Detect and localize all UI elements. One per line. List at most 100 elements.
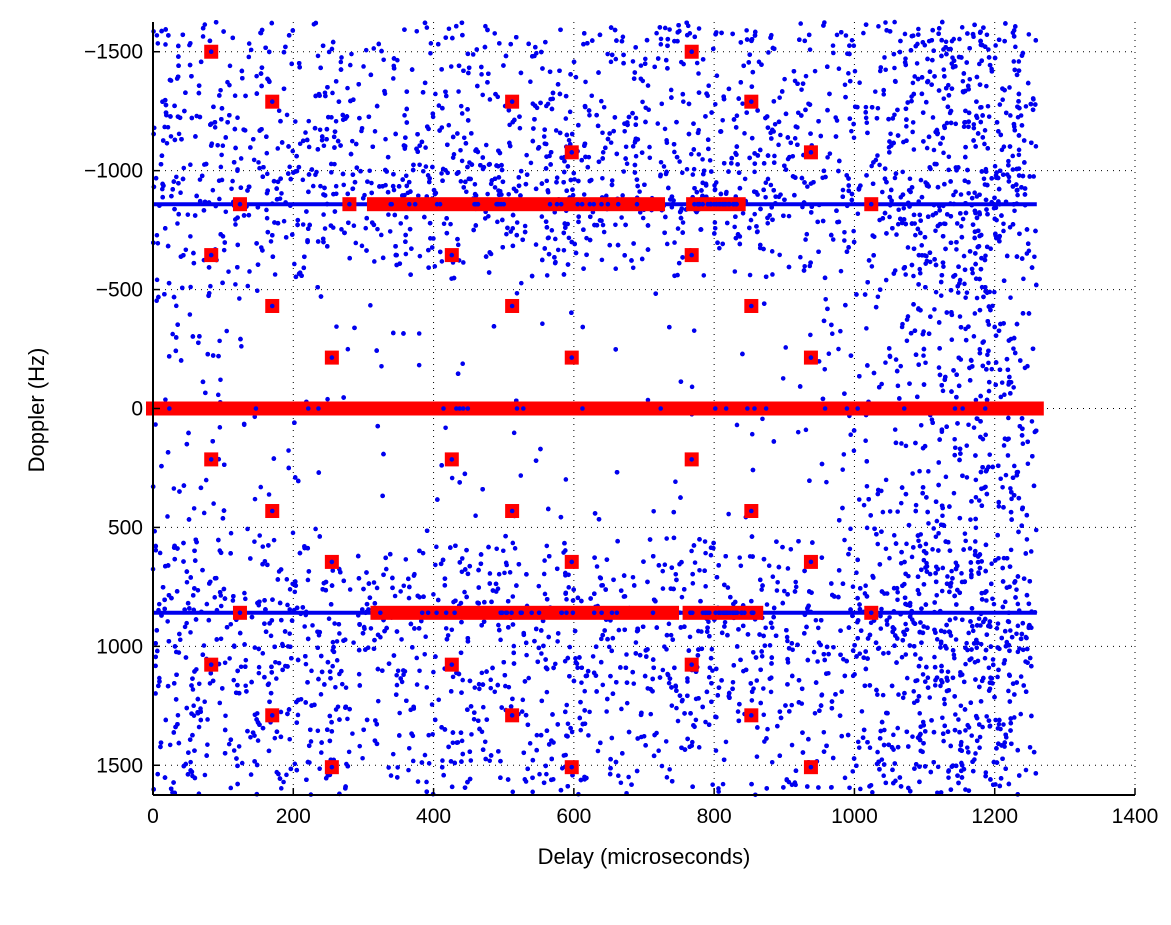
detection-point (663, 214, 668, 220)
detection-point (904, 541, 909, 547)
detection-point (752, 169, 757, 175)
detection-point (706, 146, 711, 152)
detection-point (171, 780, 176, 785)
detection-point (910, 471, 915, 476)
detection-point (963, 661, 968, 667)
detection-point (192, 775, 198, 781)
detection-point (558, 27, 563, 33)
detection-point (857, 606, 863, 612)
detection-point (755, 229, 760, 234)
detection-point (279, 191, 284, 196)
detection-point (292, 761, 298, 767)
detection-point (961, 679, 967, 685)
detection-point (988, 581, 994, 587)
detection-point (1014, 321, 1020, 327)
detection-point (949, 337, 955, 343)
detection-point (332, 145, 337, 150)
detection-point (553, 128, 559, 133)
detection-point (564, 132, 570, 138)
detection-point (611, 577, 616, 583)
detection-point (949, 38, 955, 44)
detection-point (785, 566, 791, 571)
detection-point (538, 628, 544, 633)
detection-point (163, 42, 168, 47)
detection-point (350, 186, 355, 192)
detection-point (443, 626, 449, 631)
detection-point (492, 31, 498, 36)
detection-point (536, 645, 542, 651)
detection-point (325, 84, 330, 90)
detection-point (422, 20, 428, 26)
detection-point (895, 221, 901, 227)
detection-point (483, 254, 489, 259)
detection-point (415, 593, 421, 599)
detection-point (964, 475, 970, 480)
detection-point (1015, 601, 1021, 607)
detection-point (252, 759, 257, 764)
detection-point (780, 376, 786, 381)
detection-point (983, 484, 988, 490)
detection-point (498, 637, 503, 643)
detection-point (485, 191, 490, 197)
detection-point (882, 727, 887, 733)
detection-point (965, 31, 970, 36)
detection-point (978, 393, 983, 399)
detection-point (345, 191, 351, 197)
detection-point (821, 749, 827, 754)
detection-point (268, 690, 274, 696)
detection-point (1031, 174, 1037, 179)
detection-point (892, 112, 897, 118)
detection-point (256, 646, 262, 652)
detection-point (952, 452, 958, 458)
detection-point (913, 652, 918, 657)
detection-point (439, 171, 444, 176)
detection-point (954, 394, 959, 400)
detection-point (712, 187, 718, 192)
detection-point (1022, 192, 1028, 197)
detection-point (730, 679, 736, 685)
detection-point (349, 138, 355, 144)
detection-point (952, 445, 958, 451)
detection-point (863, 110, 869, 115)
detection-point (375, 698, 381, 704)
detection-point (171, 730, 177, 735)
detection-point (262, 621, 267, 626)
detection-point (899, 654, 905, 660)
detection-point (905, 100, 911, 105)
detection-point (990, 657, 996, 662)
detection-point (919, 194, 925, 200)
detection-point (1023, 767, 1029, 773)
detection-point (647, 144, 652, 150)
detection-point (936, 88, 942, 93)
detection-point (243, 596, 248, 602)
detection-point (924, 253, 929, 259)
detection-point (220, 516, 226, 521)
detection-point (605, 696, 610, 702)
detection-point (972, 208, 978, 214)
detection-point (740, 351, 745, 357)
detection-point (923, 284, 928, 290)
detection-point (495, 219, 500, 225)
detection-point (967, 378, 973, 383)
detection-point (744, 37, 750, 42)
detection-point (198, 485, 204, 491)
detection-point (770, 574, 776, 579)
detection-point (993, 43, 998, 48)
detection-point (936, 531, 941, 536)
detection-point (441, 221, 447, 227)
detection-point (222, 596, 228, 601)
detection-point (566, 235, 572, 241)
detection-point (426, 732, 431, 738)
detection-point (174, 174, 179, 180)
detection-point (327, 738, 333, 744)
detection-point (976, 498, 982, 503)
detection-point (985, 319, 991, 324)
detection-point (473, 513, 478, 519)
detection-point (210, 353, 216, 358)
detection-point (154, 277, 160, 283)
detection-point (658, 159, 664, 165)
detection-point (640, 215, 646, 221)
detection-point (959, 25, 965, 30)
detection-point (584, 252, 589, 258)
detection-point (673, 571, 679, 577)
